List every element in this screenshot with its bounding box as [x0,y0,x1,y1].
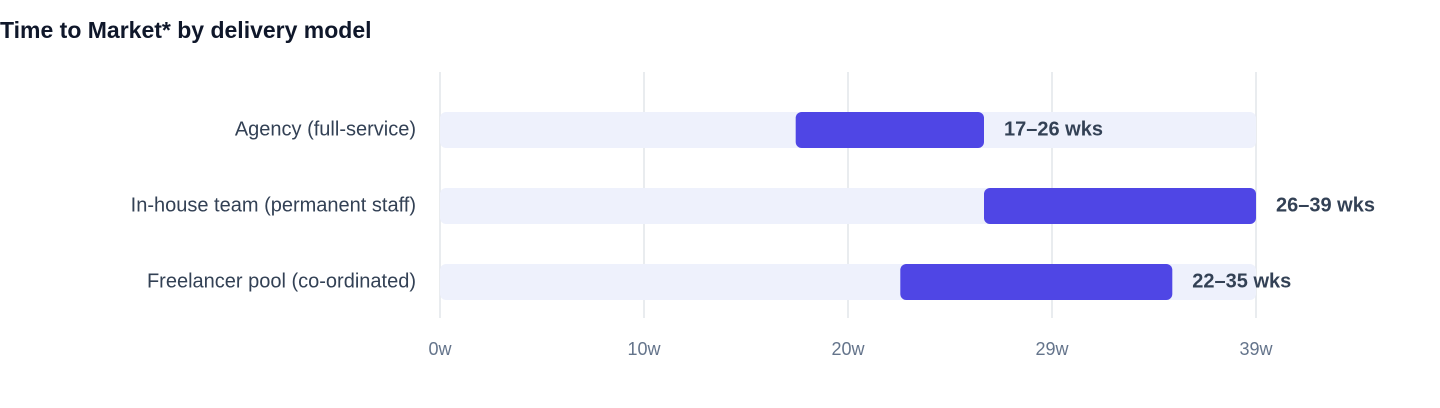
bar [984,188,1256,224]
x-tick-label: 10w [627,339,661,359]
bar [900,264,1173,300]
value-label: 26–39 wks [1276,194,1375,216]
y-tick-label: In-house team (permanent staff) [131,194,416,216]
x-tick-label: 0w [428,339,452,359]
x-tick-label: 20w [831,339,865,359]
chart-title: Time to Market* by delivery model [0,17,372,43]
x-tick-label: 39w [1239,339,1273,359]
x-tick-label: 29w [1035,339,1069,359]
value-label: 22–35 wks [1192,270,1291,292]
y-tick-label: Freelancer pool (co-ordinated) [147,270,416,292]
y-tick-label: Agency (full-service) [235,118,416,140]
value-label: 17–26 wks [1004,118,1103,140]
bar [795,112,984,148]
